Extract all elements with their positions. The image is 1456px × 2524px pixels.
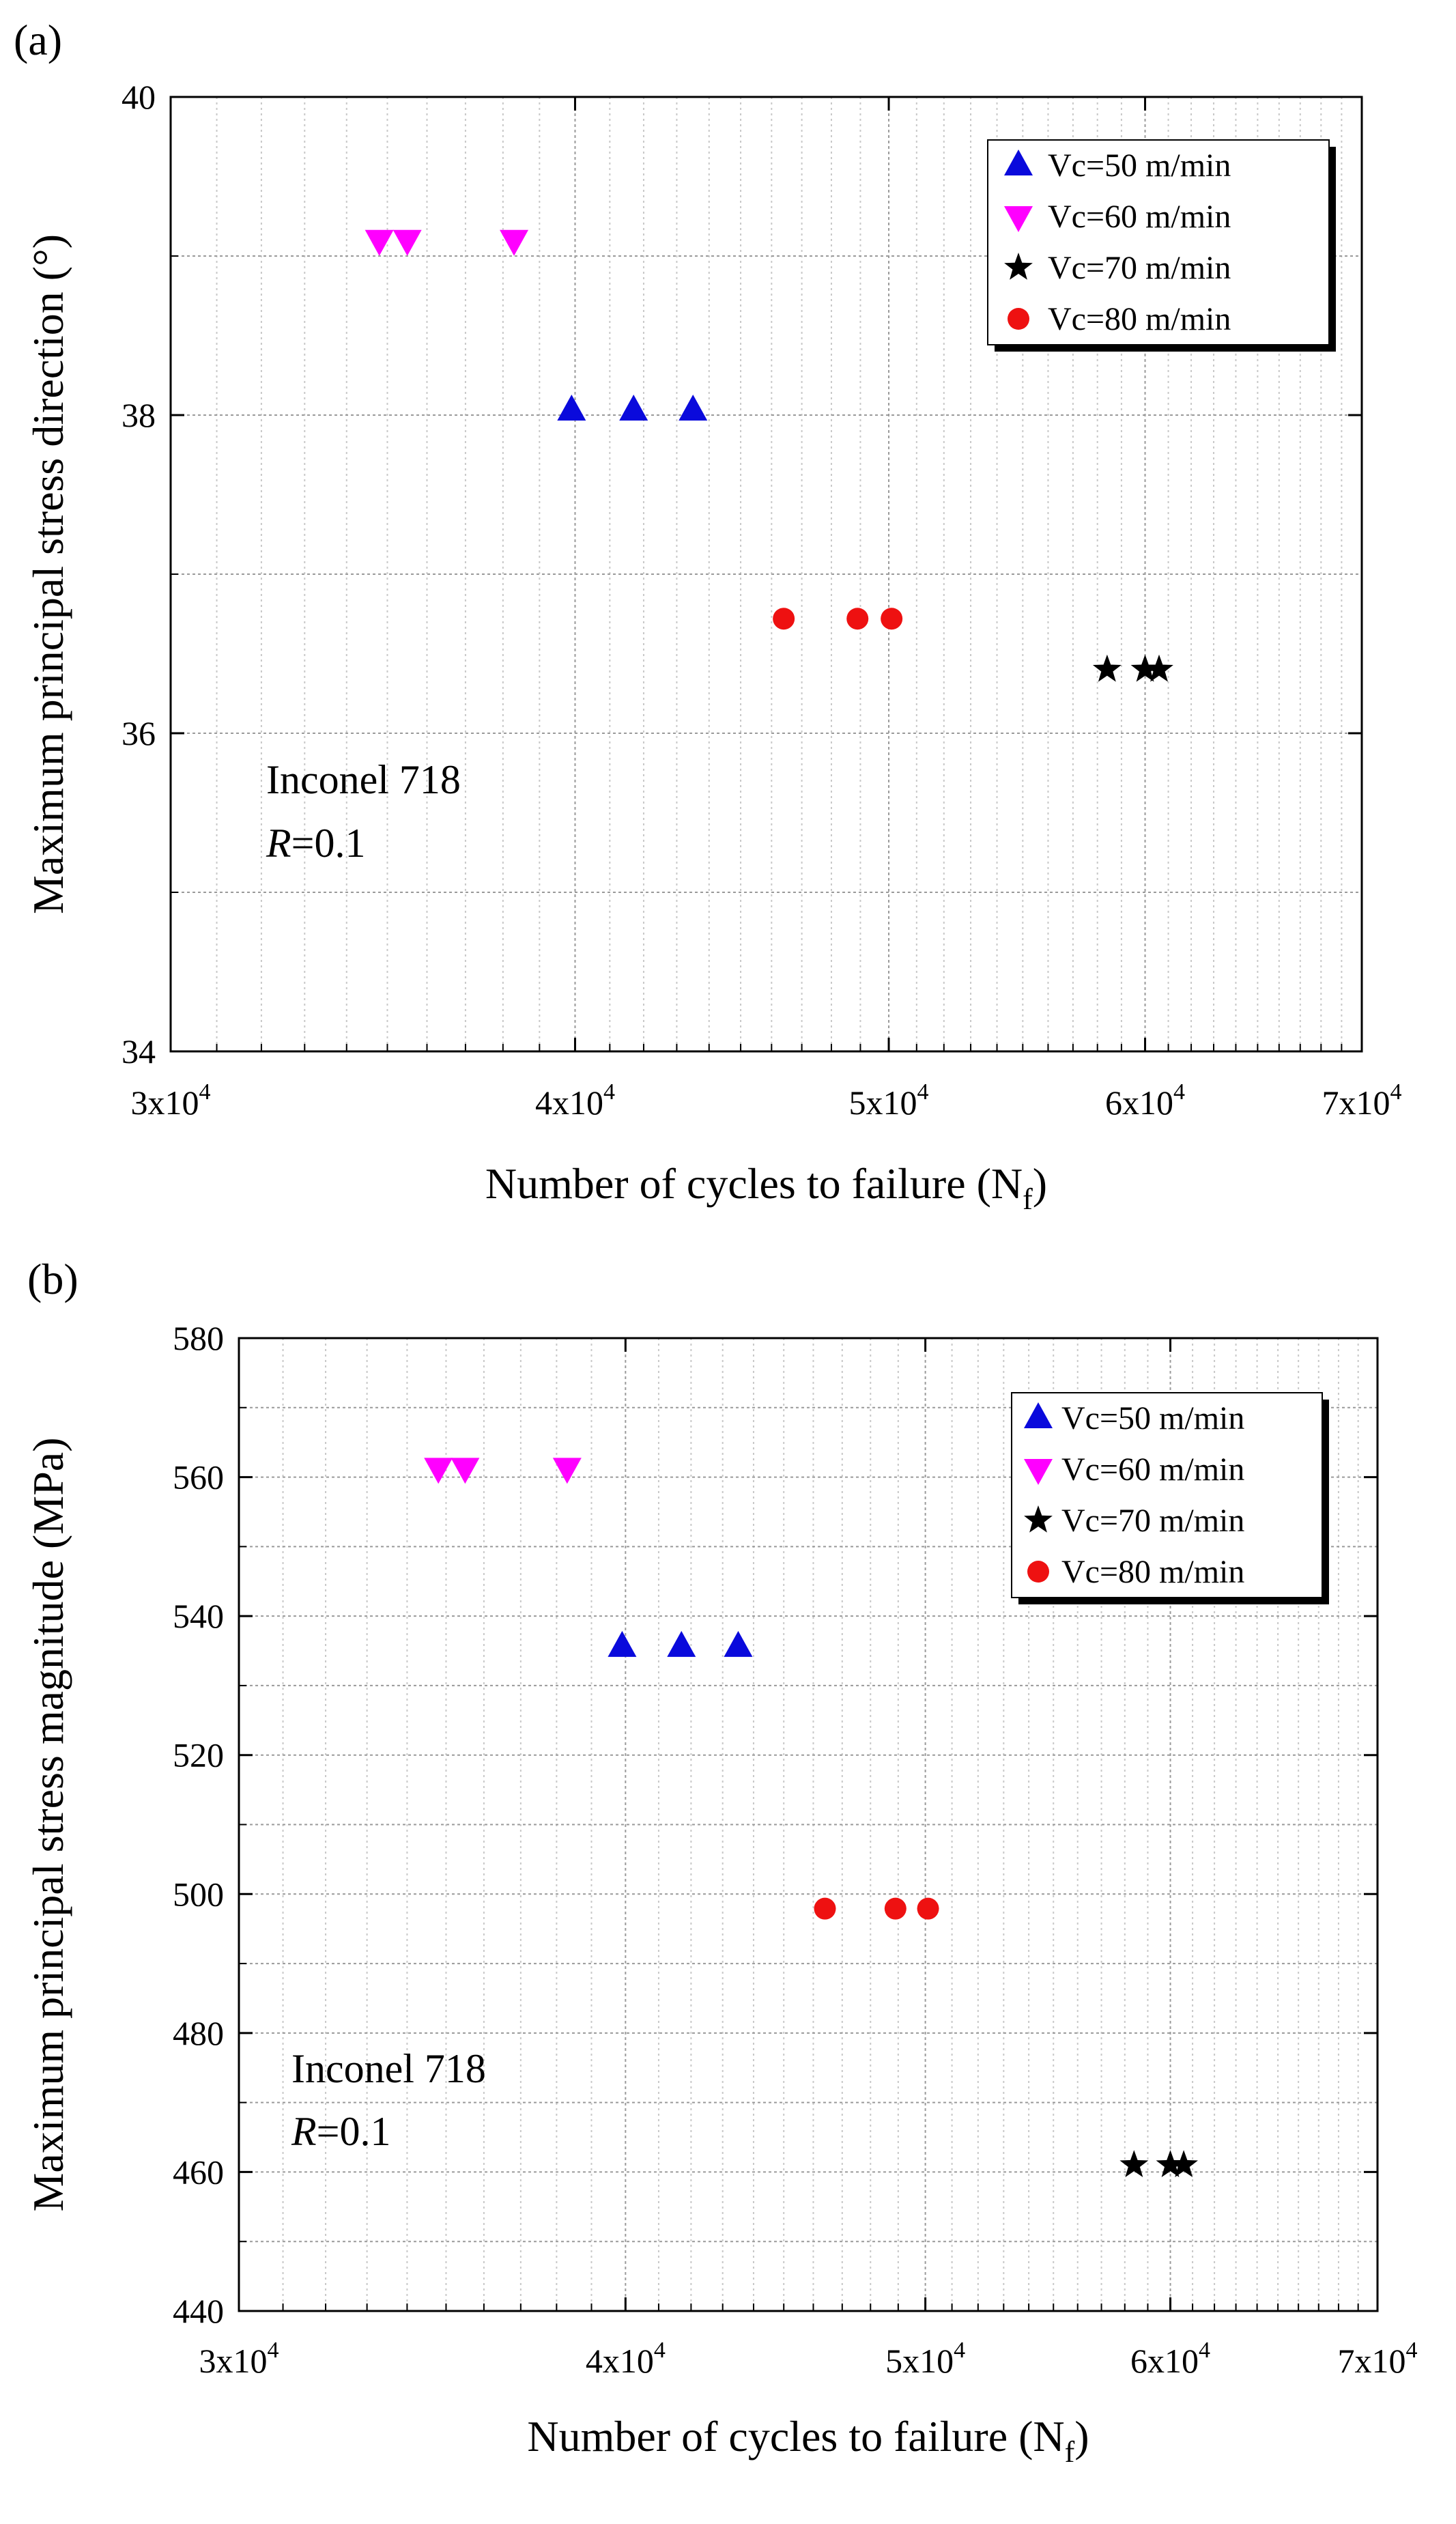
data-point [773,608,795,630]
legend-entry: Vc=60 m/min [1061,1451,1244,1488]
x-tick-label: 6x104 [1105,1079,1185,1122]
y-tick-label: 34 [122,1032,156,1070]
data-point [1130,654,1160,682]
x-axis-label: Number of cycles to failure (Nf) [527,2412,1089,2469]
legend-entry: Vc=80 m/min [1048,301,1231,337]
data-point [917,1897,939,1920]
legend-marker [1024,1459,1053,1485]
data-point [667,1630,696,1657]
y-tick-label: 480 [173,2014,224,2052]
data-point [724,1630,753,1657]
data-point [881,608,903,630]
y-tick-label: 440 [173,2292,224,2330]
legend-entry: Vc=60 m/min [1048,199,1231,235]
x-axis-label: Number of cycles to failure (Nf) [485,1159,1047,1216]
legend-entry: Vc=50 m/min [1048,147,1231,184]
data-point [846,608,869,630]
legend-box [987,139,1330,345]
legend: Vc=50 m/min Vc=60 m/min Vc=70 m/min Vc=80 m… [987,139,1336,352]
y-tick-label: 540 [173,1597,224,1635]
legend-marker [1004,206,1033,232]
y-tick-label: 500 [173,1875,224,1913]
legend-box [1011,1392,1323,1598]
x-tick-label: 4x104 [535,1079,615,1122]
data-point [557,395,586,421]
legend-entry: Vc=80 m/min [1061,1554,1244,1590]
panel-label: (a) [14,16,62,64]
x-tick-label: 7x104 [1338,2338,1418,2380]
data-point [424,1458,453,1484]
ticks [238,1337,1379,2312]
annotation-ratio: R=0.1 [291,2109,391,2154]
annotation-material: Inconel 718 [291,2046,486,2091]
legend-marker [1004,150,1033,175]
legend-entry: Vc=50 m/min [1061,1400,1244,1436]
y-axis-label: Maximum principal stress direction (°) [24,234,72,914]
legend: Vc=50 m/min Vc=60 m/min Vc=70 m/min Vc=80 m… [1011,1392,1329,1604]
x-tick-label: 5x104 [885,2338,965,2380]
x-tick-label: 6x104 [1130,2338,1210,2380]
y-tick-label: 36 [122,714,156,752]
ticks [169,96,1363,1053]
x-tick-label: 3x104 [131,1079,211,1122]
data-point [365,229,394,256]
data-point [1156,2150,1185,2177]
legend-marker [1024,1402,1053,1428]
data-point [1169,2150,1198,2177]
data-point [679,395,708,421]
x-tick-label: 3x104 [199,2338,279,2380]
annotation-ratio: R=0.1 [266,821,366,866]
data-point [392,229,422,256]
panel-label: (b) [27,1255,78,1303]
y-tick-label: 460 [173,2153,224,2191]
data-point [619,395,648,421]
y-tick-label: 38 [122,396,156,434]
legend-marker [1027,1561,1049,1583]
chart-panel-a: 34 36 38 40 3x104 4x104 5x104 6x104 7x104 Number … [14,16,1402,1216]
annotation-material: Inconel 718 [266,757,461,802]
data-points [424,1458,1198,2177]
grid [238,1337,1378,2312]
legend-marker [1008,308,1029,330]
data-point [814,1897,836,1920]
legend-marker [1024,1505,1053,1533]
legend-entry: Vc=70 m/min [1061,1503,1244,1539]
x-tick-label: 7x104 [1322,1079,1402,1122]
y-tick-label: 560 [173,1458,224,1497]
data-point [500,229,529,256]
x-tick-label: 4x104 [586,2338,666,2380]
data-point [1092,654,1122,682]
data-point [1145,654,1173,682]
data-points [365,229,1173,682]
y-tick-label: 40 [122,78,156,116]
data-point [451,1458,480,1484]
chart-panel-b: 440 460 480 500 520 540 560 580 3x104 4x104 5x104 6… [24,1255,1418,2469]
data-point [552,1458,582,1484]
legend-marker [1004,253,1033,280]
y-axis-label: Maximum principal stress magnitude (MPa) [24,1437,72,2211]
y-tick-label: 580 [173,1319,224,1357]
x-tick-label: 5x104 [849,1079,929,1122]
y-tick-label: 520 [173,1736,224,1774]
data-point [884,1897,907,1920]
legend-entry: Vc=70 m/min [1048,250,1231,286]
data-point [1119,2150,1149,2177]
data-point [608,1630,637,1657]
